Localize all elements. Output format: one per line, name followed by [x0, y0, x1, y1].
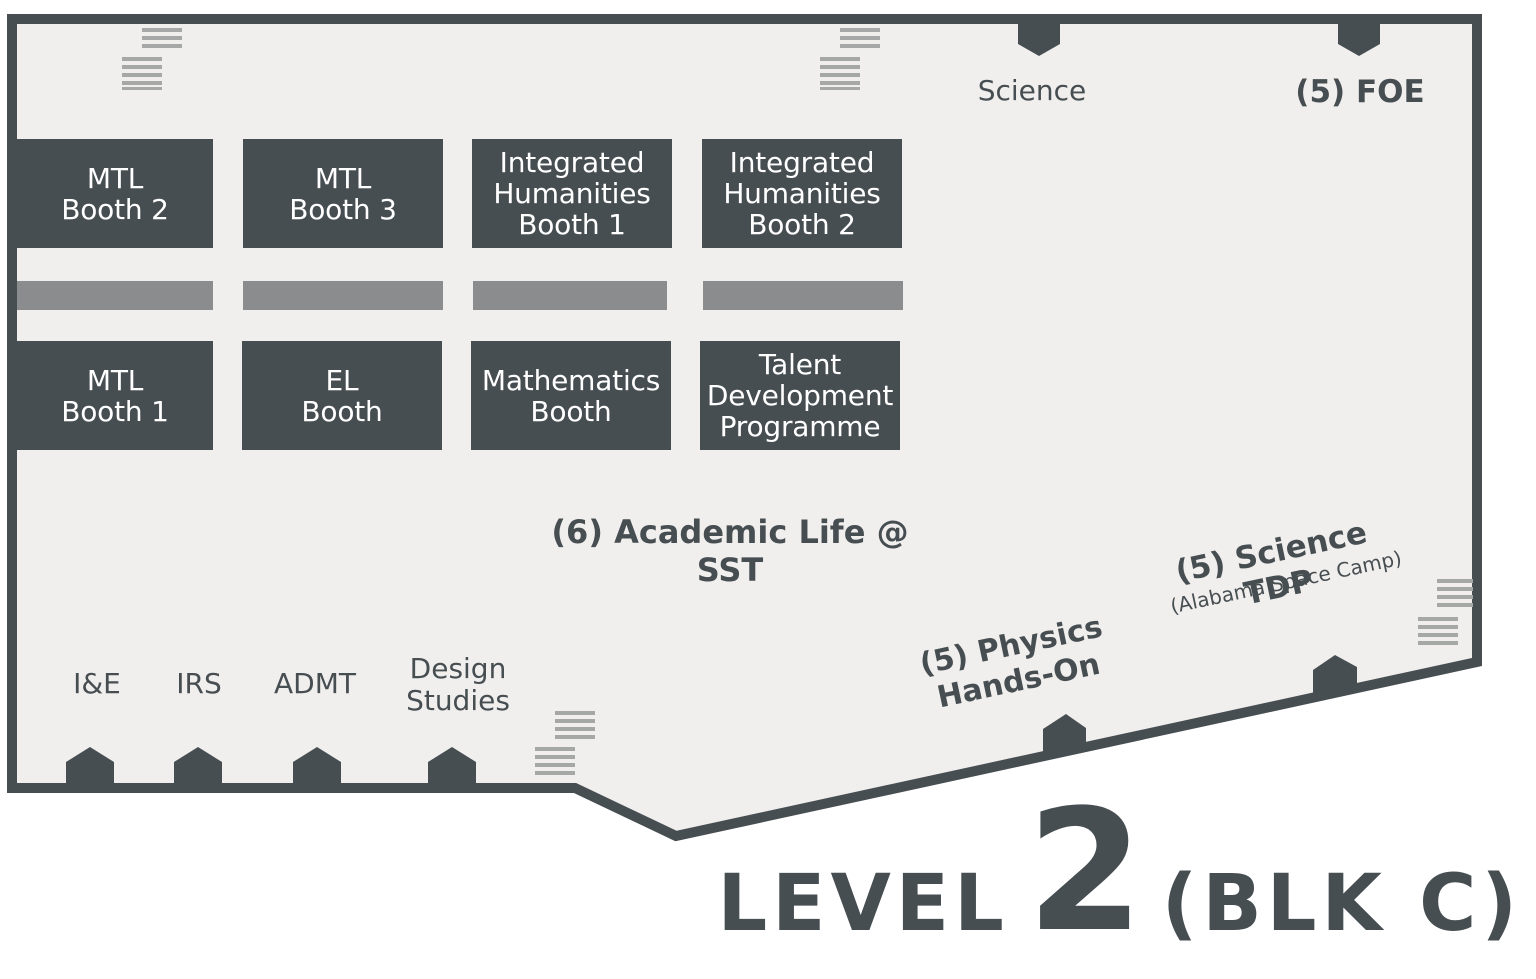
level-number: 2 — [1026, 773, 1144, 969]
zone-academic-life: (6) Academic Life @ SST — [551, 513, 909, 589]
door-icon — [1338, 24, 1380, 56]
booth-mathematics[interactable]: Mathematics Booth — [471, 341, 671, 450]
door-icon — [428, 747, 476, 784]
booth-integrated-humanities-2[interactable]: Integrated Humanities Booth 2 — [702, 139, 902, 248]
room-foe[interactable]: (5) FOE — [1295, 74, 1425, 110]
stairs-icon — [535, 711, 595, 775]
booth-el[interactable]: EL Booth — [242, 341, 442, 450]
booth-mtl-2[interactable]: MTL Booth 2 — [17, 139, 213, 248]
room-irs[interactable]: IRS — [176, 667, 222, 700]
door-icon — [66, 747, 114, 784]
level-word: LEVEL — [717, 858, 1009, 949]
room-design-studies[interactable]: Design Studies — [406, 652, 510, 717]
door-icon — [1018, 24, 1060, 56]
room-science[interactable]: Science — [977, 74, 1087, 107]
door-icon — [1043, 714, 1086, 753]
door-icon — [174, 747, 222, 784]
booth-integrated-humanities-1[interactable]: Integrated Humanities Booth 1 — [472, 139, 672, 248]
booth-mtl-1[interactable]: MTL Booth 1 — [17, 341, 213, 450]
stairs-icon — [820, 28, 880, 90]
room-admt[interactable]: ADMT — [274, 667, 356, 700]
stairs-icon — [1418, 579, 1473, 645]
level-block: (BLK C) — [1161, 858, 1522, 949]
room-ie[interactable]: I&E — [73, 667, 121, 700]
stairs-icon — [122, 28, 182, 90]
booth-talent-development[interactable]: Talent Development Programme — [700, 341, 900, 450]
booth-mtl-3[interactable]: MTL Booth 3 — [243, 139, 443, 248]
booth-dividers — [17, 281, 903, 310]
level-title: LEVEL 2 (BLK C) — [717, 773, 1522, 969]
door-icon — [293, 747, 341, 784]
door-icon — [1313, 655, 1357, 695]
